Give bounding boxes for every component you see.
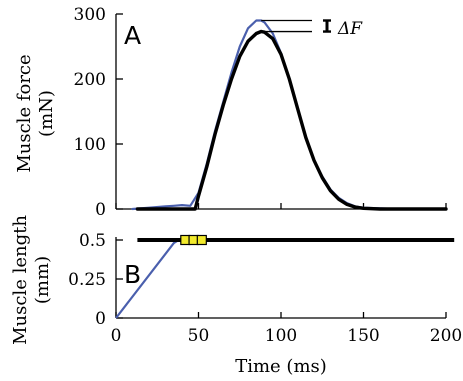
panel-b-x-tick-label: 150	[347, 326, 379, 346]
panel-b-x-tick-label: 100	[265, 326, 297, 346]
stimulus-marker	[188, 234, 199, 246]
panel-a-y-tick-label: 300	[74, 5, 106, 25]
panel-b-y-tick-label: 0.25	[68, 270, 106, 290]
panel-b-x-tick-label: 200	[430, 326, 462, 346]
panel-a-series-blue	[131, 19, 448, 211]
panel-b-x-tick-label: 50	[188, 326, 210, 346]
panel-b-y-tick-label: 0.5	[79, 231, 106, 251]
stimulus-marker	[180, 234, 191, 246]
panel-a-y-label-line: (mN)	[36, 90, 57, 137]
panel-a-y-label-line: Muscle force	[14, 54, 35, 172]
panel-b-letter: B	[124, 260, 141, 289]
panel-a-force-chart: 0 100 200 300 ΔF A Muscle force(mN)	[14, 5, 448, 220]
panel-a-annotation: ΔF	[261, 19, 363, 39]
delta-f-label: ΔF	[337, 19, 363, 39]
panel-a-y-axis-label: Muscle force(mN)	[14, 54, 57, 172]
panel-a-axes	[115, 14, 446, 210]
panel-b-axes	[115, 237, 446, 319]
panel-a-ticks: 0 100 200 300	[74, 5, 447, 220]
panel-b-ticks: 0 0.25 0.5 0 50 100 150 200	[68, 231, 462, 346]
panel-b-y-label-line: (mm)	[32, 256, 53, 304]
panel-b-y-axis-label: Muscle length(mm)	[10, 215, 53, 345]
panel-b-y-label-line: Muscle length	[10, 215, 31, 345]
panel-a-series	[131, 19, 448, 211]
panel-a-y-tick-label: 200	[74, 70, 106, 90]
panel-a-y-tick-label: 0	[95, 200, 106, 220]
panel-b-series	[115, 238, 455, 319]
x-axis-label: Time (ms)	[235, 356, 327, 377]
panel-b-length-chart: 0 0.25 0.5 0 50 100 150 200 B Muscle length(mm)…	[10, 215, 462, 377]
panel-b-y-tick-label: 0	[95, 309, 106, 329]
panel-a-series-black	[135, 29, 448, 211]
panel-a-y-tick-label: 100	[74, 135, 106, 155]
panel-b-markers	[180, 234, 207, 246]
stimulus-marker	[196, 234, 207, 246]
panel-a-letter: A	[124, 21, 141, 50]
panel-b-x-tick-label: 0	[111, 326, 122, 346]
